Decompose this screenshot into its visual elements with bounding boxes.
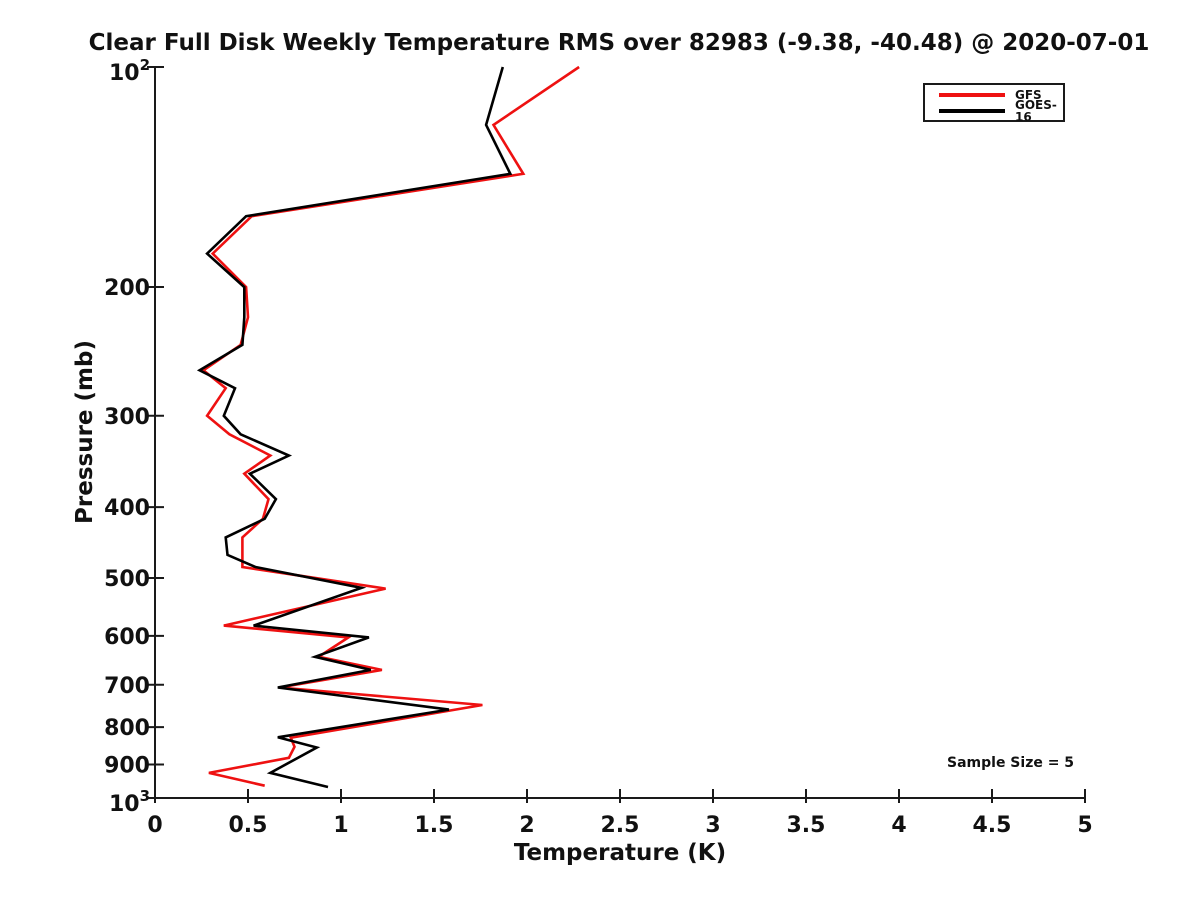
series-line-gfs [201,65,580,787]
legend-label-gfs: GFS [1015,87,1042,102]
x-tick-label: 0.5 [229,813,268,838]
x-tick-label: 2 [519,813,534,838]
x-tick-label: 3.5 [787,813,826,838]
y-tick-label: 800 [104,716,150,741]
x-tick-label: 2.5 [601,813,640,838]
y-tick-label: 400 [104,496,150,521]
y-tick-label: 300 [104,405,150,430]
x-tick-label: 4 [891,813,906,838]
x-tick-label: 5 [1077,813,1092,838]
x-axis-title: Temperature (K) [513,840,727,866]
y-tick-label: 200 [104,276,150,301]
legend-item-gfs: GFS [939,89,1055,101]
chart-title: Clear Full Disk Weekly Temperature RMS o… [88,30,1150,56]
legend-item-goes16: GOES-16 [939,99,1057,123]
y-tick-label: 600 [104,625,150,650]
goes16-line-swatch [939,108,1005,113]
y-tick-label: 103 [109,787,150,817]
sample-size-annotation: Sample Size = 5 [947,755,1075,771]
legend-box: GFS GOES-16 [923,83,1065,123]
y-tick-label: 102 [109,56,150,86]
x-tick-label: 3 [705,813,720,838]
legend-label-goes16: GOES-16 [1015,97,1057,124]
x-tick-label: 4.5 [973,813,1012,838]
y-tick-label: 700 [104,674,150,699]
y-tick-label: 900 [104,754,150,779]
x-tick-label: 1.5 [415,813,454,838]
gfs-line-swatch [939,92,1005,97]
y-tick-label: 500 [104,567,150,592]
series-line-goes-16 [196,66,513,789]
x-tick-label: 1 [333,813,348,838]
y-axis-title: Pressure (mb) [72,340,98,524]
x-tick-label: 0 [147,813,162,838]
